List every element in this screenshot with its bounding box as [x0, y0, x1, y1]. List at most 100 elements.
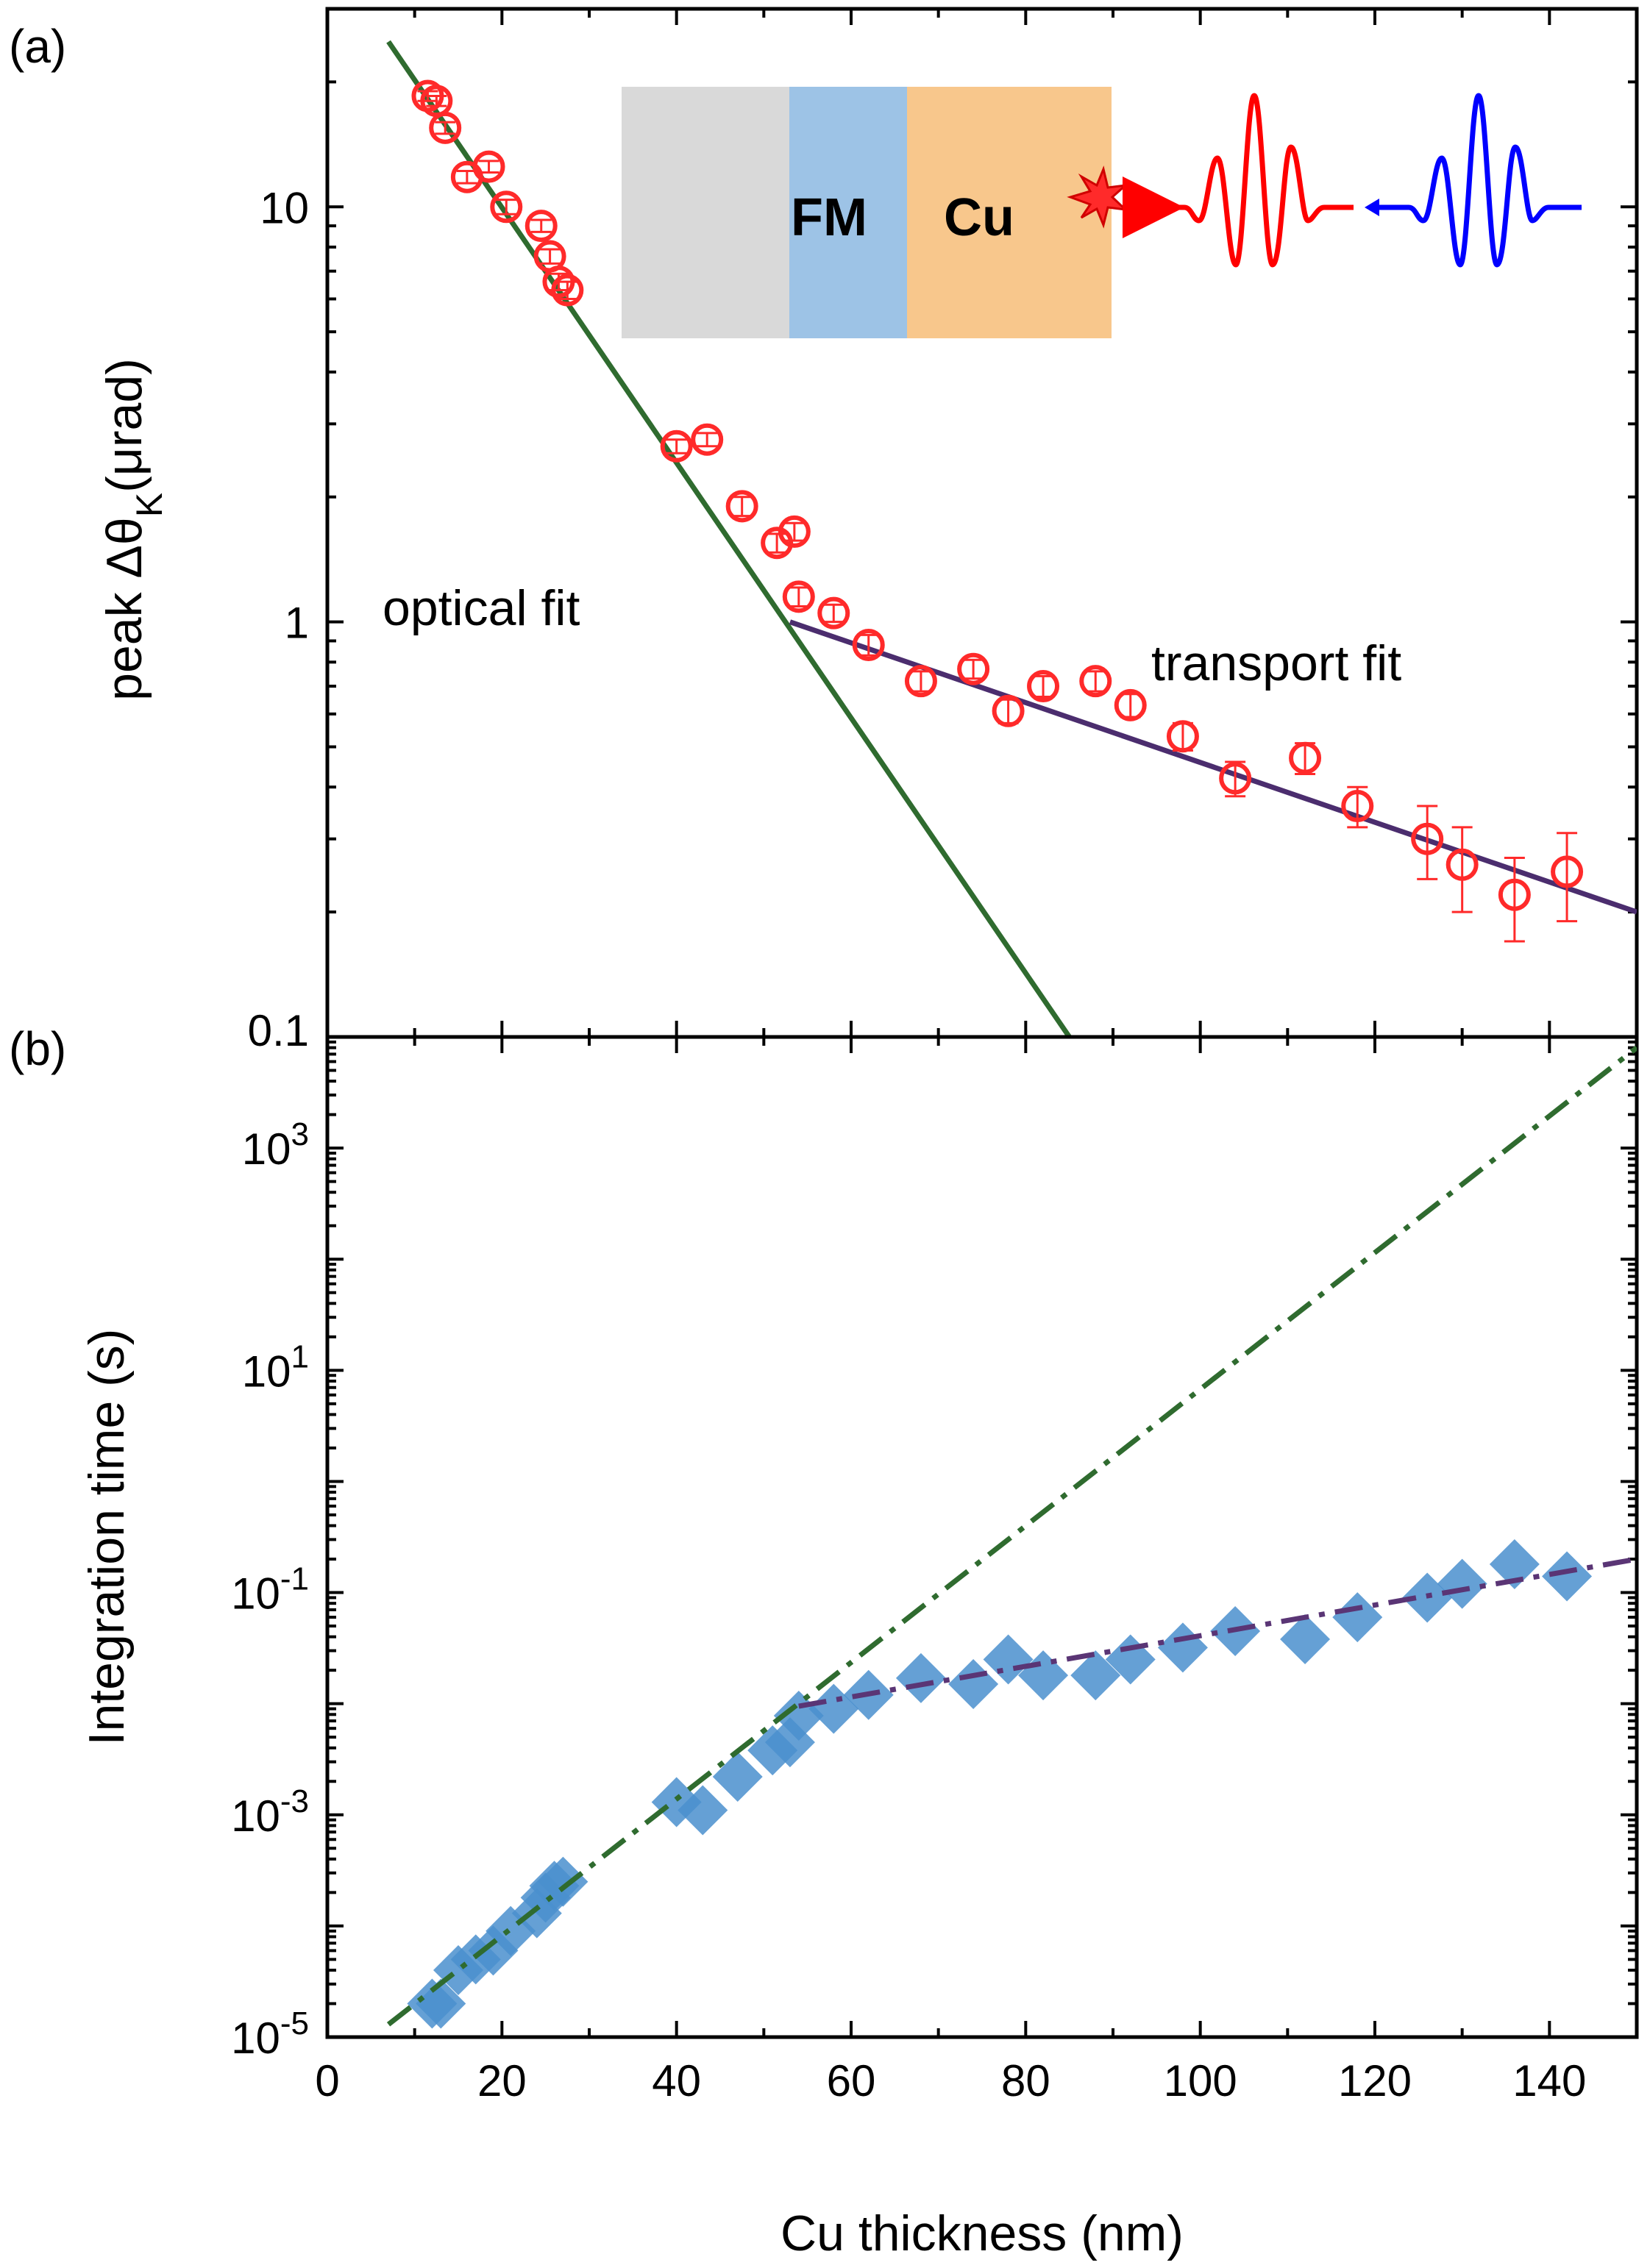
- optical-fit-dashdot-line: [386, 1045, 1637, 2027]
- inset-cu-layer: [907, 87, 1112, 338]
- panel-b: 103 101 10-1 10-3 10-5 (b) Integration time …: [9, 1022, 1639, 2063]
- kerr-data-point: [490, 190, 523, 224]
- x-axis-title: Cu thickness (nm): [780, 2205, 1184, 2261]
- panel-a-ticks: [326, 7, 1638, 1038]
- red-pulse-icon: [1123, 93, 1354, 268]
- x-tick-label: 140: [1512, 2056, 1586, 2105]
- x-tick-label: 60: [827, 2056, 876, 2105]
- panel-a-y-tick-labels: 0.1 1 10: [248, 183, 309, 1055]
- kerr-data-point: [1027, 670, 1060, 703]
- time-marker: [1280, 1614, 1331, 1665]
- x-tick-label: 120: [1338, 2056, 1412, 2105]
- y-tick-label-b: 10-3: [231, 1783, 309, 1841]
- kerr-marker: [1411, 822, 1444, 855]
- panel-b-frame: [325, 1035, 1639, 2039]
- kerr-data-point: [429, 111, 462, 144]
- kerr-marker: [817, 596, 850, 630]
- time-marker: [1070, 1650, 1121, 1701]
- x-tick-label: 40: [652, 2056, 701, 2105]
- kerr-marker: [1498, 878, 1531, 911]
- kerr-marker: [778, 515, 811, 548]
- panel-b-label: (b): [9, 1022, 66, 1075]
- kerr-data-point: [817, 596, 850, 630]
- kerr-data-point: [1166, 720, 1199, 753]
- kerr-data-point: [660, 429, 693, 463]
- kerr-marker: [725, 490, 758, 523]
- kerr-marker: [429, 111, 462, 144]
- time-marker: [538, 1856, 588, 1907]
- blue-arrowhead-icon: [1365, 199, 1379, 216]
- panel-a: 0.1 1 10 (a) peak ΔθK(μrad) optical fit tr…: [9, 7, 1639, 1055]
- optical-fit-line: [386, 40, 1072, 1037]
- kerr-data-points: [411, 79, 1584, 943]
- kerr-marker: [1079, 665, 1112, 698]
- time-marker: [1332, 1592, 1383, 1643]
- kerr-marker: [1551, 855, 1584, 888]
- kerr-marker: [1114, 688, 1147, 721]
- kerr-data-point: [904, 665, 937, 698]
- time-marker: [712, 1752, 763, 1802]
- time-marker: [1157, 1622, 1208, 1673]
- kerr-marker: [1341, 790, 1374, 823]
- y-tick-label-a: 0.1: [248, 1006, 309, 1055]
- inset-fm-layer: [789, 87, 907, 338]
- kerr-marker: [852, 628, 885, 661]
- x-tick-label: 0: [315, 2056, 339, 2105]
- kerr-data-point: [1498, 857, 1531, 943]
- transport-fit-line-b: [798, 1556, 1637, 1709]
- kerr-marker: [992, 694, 1025, 727]
- kerr-data-point: [472, 150, 505, 183]
- kerr-data-point: [1551, 832, 1584, 923]
- time-marker: [416, 1978, 466, 2029]
- kerr-marker: [904, 665, 937, 698]
- inset-schematic: FM Cu: [622, 87, 1582, 338]
- kerr-data-point: [524, 210, 558, 243]
- kerr-data-point: [551, 274, 584, 307]
- kerr-data-point: [1114, 688, 1147, 721]
- kerr-data-point: [778, 515, 811, 548]
- kerr-marker: [490, 190, 523, 224]
- y-tick-label-b: 103: [242, 1116, 309, 1174]
- kerr-marker: [782, 580, 815, 613]
- kerr-data-point: [761, 527, 794, 560]
- x-tick-label: 100: [1164, 2056, 1237, 2105]
- time-marker: [1542, 1551, 1593, 1602]
- time-marker: [895, 1652, 946, 1703]
- inset-substrate-layer: [622, 87, 789, 338]
- panel-b-ylabel: Integration time (s): [79, 1329, 135, 1746]
- inset-cu-label: Cu: [944, 188, 1014, 247]
- kerr-marker: [957, 652, 990, 685]
- kerr-marker: [1166, 720, 1199, 753]
- kerr-marker: [1027, 670, 1060, 703]
- kerr-marker: [1289, 741, 1322, 774]
- time-marker: [1437, 1558, 1487, 1609]
- y-tick-label-a: 10: [260, 183, 309, 232]
- kerr-data-point: [1445, 826, 1479, 913]
- kerr-data-point: [725, 490, 758, 523]
- kerr-marker: [1445, 848, 1479, 881]
- burst-icon: [1067, 165, 1129, 229]
- kerr-data-point: [1341, 785, 1374, 829]
- y-tick-label-b: 10-1: [231, 1561, 309, 1619]
- kerr-data-point: [782, 580, 815, 613]
- time-data-points: [407, 1538, 1593, 2029]
- kerr-marker: [1219, 762, 1252, 795]
- optical-fit-line-b: [386, 1045, 1637, 2027]
- kerr-data-point: [957, 652, 990, 685]
- annotation-optical-fit: optical fit: [383, 580, 580, 636]
- kerr-data-point: [691, 423, 724, 456]
- kerr-data-point: [1289, 741, 1322, 775]
- time-marker: [1489, 1538, 1540, 1589]
- annotation-transport-fit: transport fit: [1151, 635, 1401, 691]
- panel-a-ylabel: peak ΔθK(μrad): [96, 358, 170, 701]
- kerr-data-point: [852, 628, 885, 661]
- time-marker: [678, 1785, 728, 1836]
- kerr-marker: [524, 210, 558, 243]
- time-marker: [983, 1634, 1034, 1685]
- optical-fit-line-a: [386, 40, 1072, 1037]
- kerr-data-point: [1411, 805, 1444, 880]
- kerr-data-point: [1079, 665, 1112, 698]
- kerr-data-point: [1219, 760, 1252, 798]
- panel-a-label: (a): [9, 20, 66, 73]
